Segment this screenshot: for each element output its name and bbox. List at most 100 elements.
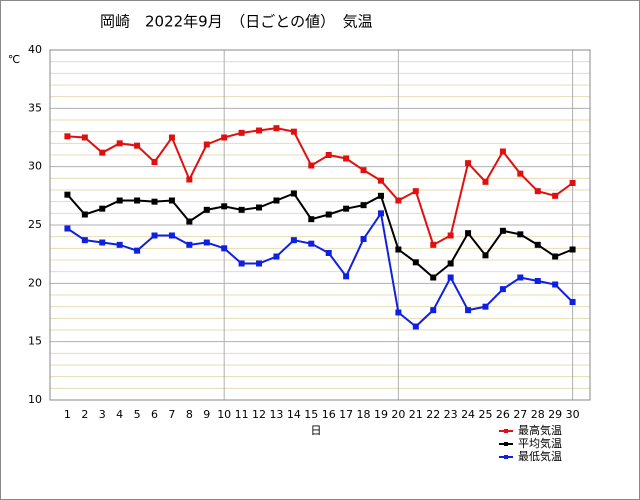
y-tick-label: 20 [28,276,42,289]
x-tick-label: 3 [99,408,106,421]
point [447,274,454,281]
point [447,260,454,267]
point [186,218,193,225]
point [116,241,123,248]
x-tick-label: 21 [409,408,423,421]
x-tick-label: 16 [322,408,336,421]
point [81,237,88,244]
x-tick-label: 29 [548,408,562,421]
point [465,230,472,237]
legend-marker [504,442,508,446]
point [186,241,193,248]
x-tick-label: 7 [168,408,175,421]
point [203,206,210,213]
point [151,159,158,165]
x-tick-label: 30 [566,408,580,421]
point [273,197,280,204]
x-tick-label: 17 [339,408,353,421]
point [238,206,245,213]
point [134,197,141,204]
point [290,128,297,135]
x-tick-label: 15 [304,408,318,421]
x-tick-label: 20 [391,408,405,421]
point [203,239,210,246]
point [134,247,141,254]
point [430,274,437,281]
point [325,250,332,256]
point [81,134,88,141]
point [168,134,175,141]
point [203,141,210,148]
point [134,142,141,149]
point [99,239,106,246]
x-tick-label: 1 [64,408,71,421]
point [343,155,350,162]
point [552,253,559,260]
point [99,149,106,156]
point [290,190,297,197]
x-tick-label: 14 [287,408,301,421]
x-tick-label: 18 [357,408,371,421]
point [360,167,367,174]
point [81,211,88,218]
legend-marker [504,429,508,433]
y-tick-label: 40 [28,43,42,56]
point [116,197,123,204]
point [168,197,175,204]
point [430,307,437,314]
legend-marker [504,455,508,459]
point [273,125,280,132]
x-tick-label: 22 [426,408,440,421]
point [308,162,315,169]
point [482,252,489,259]
point [499,227,506,234]
x-tick-label: 11 [235,408,249,421]
x-tick-label: 19 [374,408,388,421]
point [273,253,280,260]
point [151,198,158,205]
point [377,210,384,217]
point [308,216,315,223]
point [465,307,472,314]
point [534,278,541,284]
point [552,192,559,199]
point [517,170,524,177]
x-tick-label: 23 [444,408,458,421]
point [343,273,350,280]
y-axis-label: ℃ [8,53,20,66]
point [168,232,175,239]
x-tick-label: 2 [81,408,88,421]
x-tick-label: 26 [496,408,510,421]
x-tick-label: 8 [186,408,193,421]
point [238,260,245,267]
point [395,197,402,204]
point [360,236,367,242]
point [308,240,315,247]
x-tick-label: 28 [531,408,545,421]
x-tick-label: 4 [116,408,123,421]
x-tick-label: 13 [269,408,283,421]
point [221,134,228,141]
point [377,177,384,184]
y-tick-label: 10 [28,393,42,406]
x-tick-label: 25 [478,408,492,421]
point [499,148,506,155]
point [569,299,576,305]
point [482,178,489,185]
point [534,241,541,248]
point [412,188,419,195]
point [534,188,541,195]
point [569,246,576,253]
point [290,237,297,244]
point [221,203,228,210]
point [343,205,350,212]
point [64,191,71,198]
x-axis-label: 日 [311,424,322,437]
point [569,180,576,186]
y-tick-label: 15 [28,335,42,348]
point [256,204,263,211]
point [430,241,437,248]
point [64,133,71,140]
